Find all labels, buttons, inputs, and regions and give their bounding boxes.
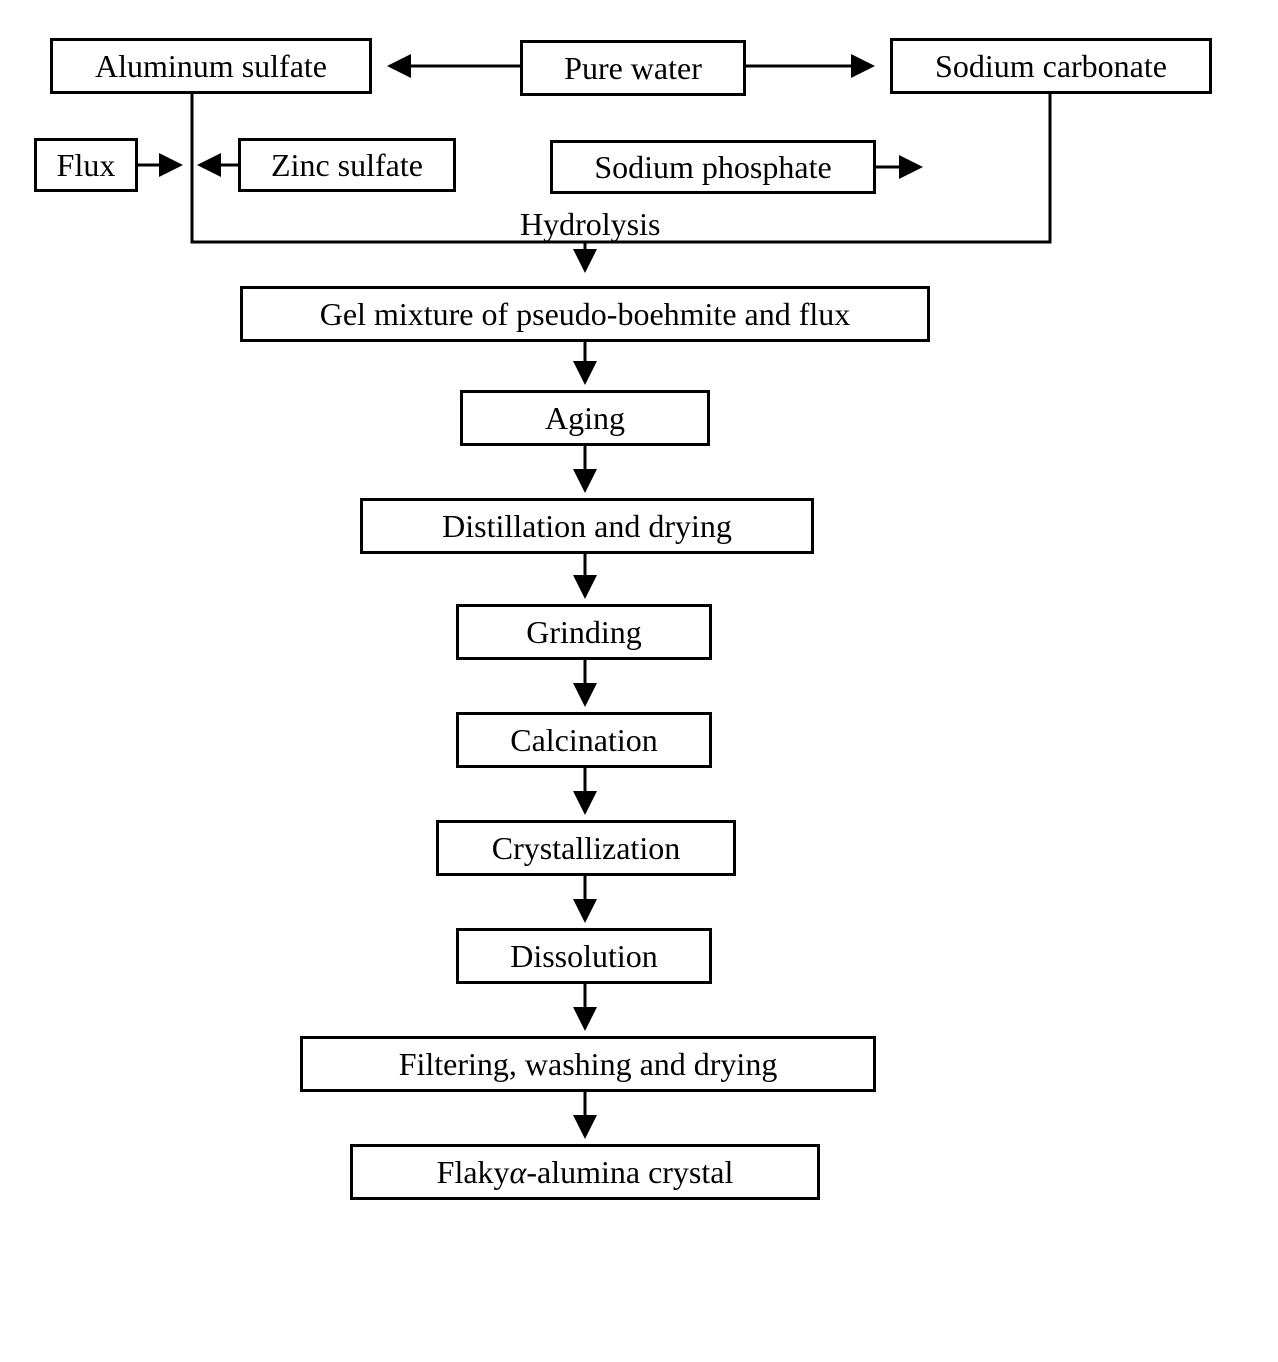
node-final: Flaky α-alumina crystal	[350, 1144, 820, 1200]
label-hydrolysis: Hydrolysis	[520, 206, 660, 243]
node-flux: Flux	[34, 138, 138, 192]
node-gel-mixture: Gel mixture of pseudo-boehmite and flux	[240, 286, 930, 342]
node-pure-water: Pure water	[520, 40, 746, 96]
node-grinding: Grinding	[456, 604, 712, 660]
node-aging: Aging	[460, 390, 710, 446]
node-na-phosphate: Sodium phosphate	[550, 140, 876, 194]
node-filtering: Filtering, washing and drying	[300, 1036, 876, 1092]
flowchart-container: Aluminum sulfate Pure water Sodium carbona…	[20, 20, 1258, 1342]
node-al-sulfate: Aluminum sulfate	[50, 38, 372, 94]
node-na-carbonate: Sodium carbonate	[890, 38, 1212, 94]
node-calcination: Calcination	[456, 712, 712, 768]
node-crystallization: Crystallization	[436, 820, 736, 876]
node-distillation: Distillation and drying	[360, 498, 814, 554]
node-dissolution: Dissolution	[456, 928, 712, 984]
node-zn-sulfate: Zinc sulfate	[238, 138, 456, 192]
